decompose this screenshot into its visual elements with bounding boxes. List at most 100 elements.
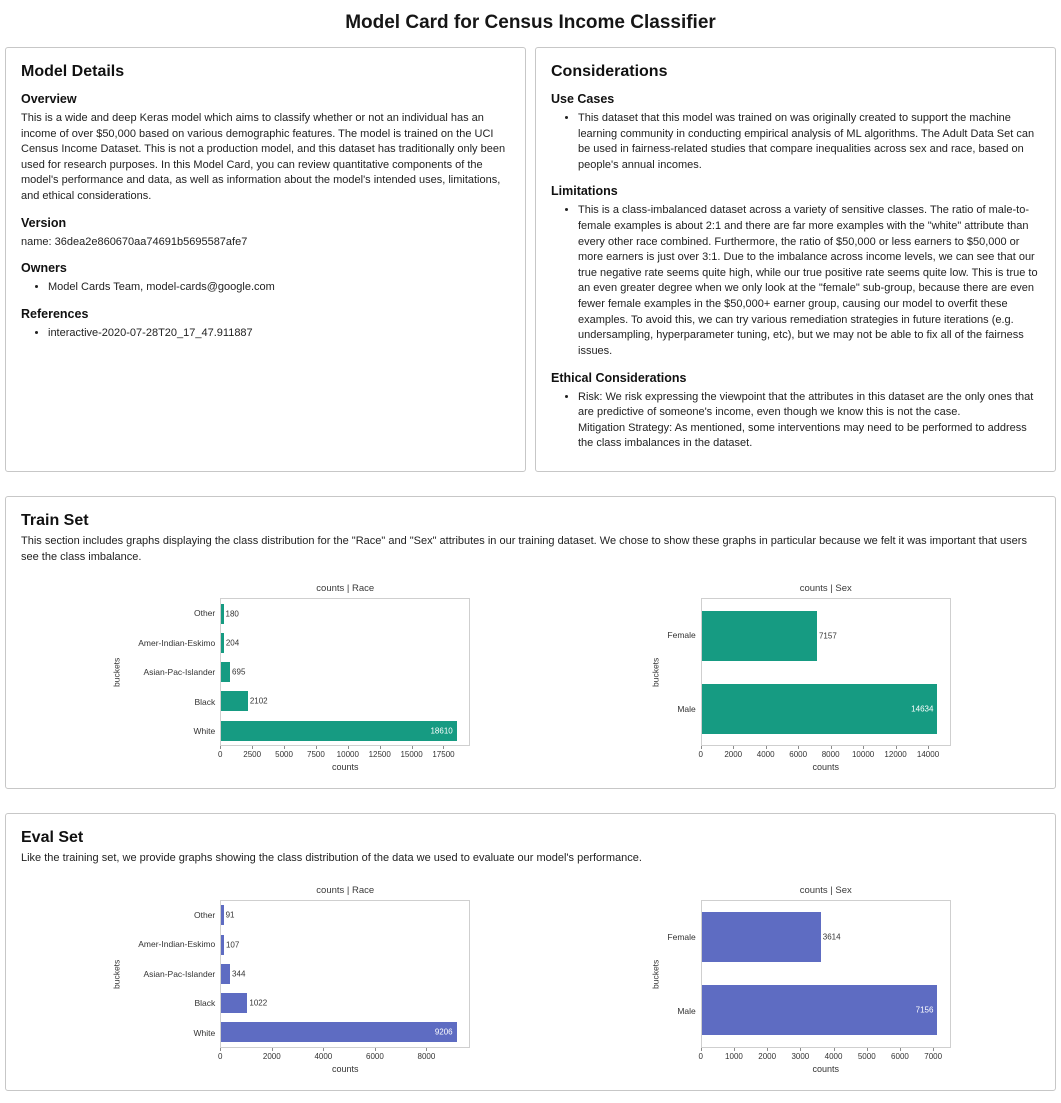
- x-axis-ticks: 0 2500 5000 7500 10000 12500 15000 17500: [218, 746, 470, 761]
- bar-value-label: 695: [232, 667, 246, 677]
- overview-text: This is a wide and deep Keras model whic…: [21, 112, 506, 203]
- eval-set-card: Eval Set Like the training set, we provi…: [5, 813, 1056, 1091]
- references-list: interactive-2020-07-28T20_17_47.911887: [21, 326, 510, 342]
- chart-title: counts | Race: [316, 583, 375, 595]
- x-tick-label: 4000: [314, 1051, 333, 1061]
- bar-row: 2102: [221, 687, 469, 716]
- x-tick-label: 8000: [821, 750, 840, 760]
- x-tick-label: 0: [218, 750, 223, 760]
- x-tick-mark: [895, 746, 897, 750]
- version-text: name: 36dea2e860670aa74691b5695587afe7: [21, 235, 248, 248]
- category-label: White: [193, 1027, 216, 1038]
- x-tick-label: 2000: [262, 1051, 281, 1061]
- x-tick-label: 0: [218, 1051, 223, 1061]
- ethical-item: Risk: We risk expressing the viewpoint t…: [578, 390, 1040, 452]
- x-tick-mark: [765, 746, 767, 750]
- category-axis: Other Amer-Indian-Eskimo Asian-Pac-Islande…: [123, 598, 220, 746]
- plot-area: 3614 7156: [700, 899, 951, 1048]
- chart-title: counts | Sex: [799, 884, 852, 896]
- reference-item: interactive-2020-07-28T20_17_47.911887: [48, 326, 510, 342]
- x-tick-mark: [767, 1047, 769, 1051]
- x-tick-mark: [733, 1047, 735, 1051]
- bar-male: 7156: [701, 985, 938, 1036]
- x-tick-label: 17500: [432, 750, 455, 760]
- owners-heading: Owners: [21, 261, 67, 276]
- bar-row: 180: [221, 599, 469, 628]
- bar-value-label: 14634: [911, 704, 934, 714]
- y-axis-label: buckets: [650, 657, 661, 687]
- x-tick-label: 0: [698, 750, 703, 760]
- x-axis-label: counts: [812, 762, 840, 773]
- x-tick-label: 2500: [243, 750, 262, 760]
- x-tick-label: 4000: [824, 1051, 843, 1061]
- limitation-item: This is a class-imbalanced dataset acros…: [578, 203, 1040, 359]
- bar-black: 1022: [221, 993, 267, 1013]
- x-axis-ticks: 0 1000 2000 3000 4000 5000 6000 7000: [699, 1047, 951, 1063]
- x-tick-mark: [863, 746, 865, 750]
- chart-body: buckets Other Amer-Indian-Eskimo Asian-Pac-…: [110, 598, 471, 747]
- references-heading: References: [21, 306, 89, 321]
- category-label: Female: [667, 931, 696, 942]
- chart-title: counts | Race: [316, 884, 375, 896]
- bar-row: 9206: [221, 1018, 469, 1047]
- bar-value-label: 3614: [822, 932, 841, 942]
- limitations-list: This is a class-imbalanced dataset acros…: [551, 203, 1040, 359]
- x-tick-label: 10000: [851, 750, 875, 760]
- chart-body: buckets Female Male 3614 7156: [649, 899, 951, 1048]
- x-tick-mark: [379, 746, 381, 750]
- category-label: Black: [194, 998, 216, 1009]
- bar-black: 2102: [221, 691, 268, 712]
- bar-row: 695: [221, 658, 469, 687]
- x-tick-mark: [220, 1047, 222, 1051]
- category-label: Female: [667, 630, 696, 641]
- x-tick-label: 6000: [789, 750, 808, 760]
- x-tick-label: 8000: [417, 1051, 436, 1061]
- x-tick-label: 15000: [400, 750, 423, 760]
- category-label: Other: [193, 607, 216, 618]
- train-set-description: This section includes graphs displaying …: [21, 534, 1027, 563]
- bar-amer-indian-eskimo: 204: [221, 633, 239, 653]
- eval-charts-row: counts | Race buckets Other Amer-Indian-Esk…: [21, 885, 1040, 1074]
- train-set-heading: Train Set: [21, 511, 89, 529]
- x-tick-mark: [798, 746, 800, 750]
- ethical-considerations-heading: Ethical Considerations: [551, 370, 687, 385]
- x-tick-mark: [284, 746, 286, 750]
- bar-row: 1022: [221, 988, 469, 1017]
- category-label: Amer-Indian-Eskimo: [138, 637, 216, 648]
- limitations-heading: Limitations: [551, 184, 618, 199]
- y-axis-label: buckets: [111, 959, 122, 989]
- train-race-distribution-chart: counts | Race buckets Other Amer-Indian-Esk…: [110, 583, 471, 772]
- x-tick-mark: [315, 746, 317, 750]
- plot-area: 91 107 344 1022 9206: [220, 899, 471, 1048]
- bar-row: 7156: [701, 974, 950, 1047]
- x-tick-mark: [271, 1047, 273, 1051]
- category-label: Black: [194, 696, 216, 707]
- bar-value-label: 2102: [249, 696, 268, 706]
- x-tick-mark: [933, 1047, 935, 1051]
- page-title: Model Card for Census Income Classifier: [345, 12, 716, 33]
- x-tick-label: 12000: [884, 750, 907, 760]
- chart-title: counts | Sex: [799, 583, 852, 595]
- model-details-card: Model Details Overview This is a wide an…: [5, 47, 526, 472]
- bar-value-label: 9206: [434, 1027, 453, 1037]
- bar-male: 14634: [701, 683, 938, 734]
- bar-asian-pac-islander: 695: [221, 662, 245, 683]
- owners-list: Model Cards Team, model-cards@google.com: [21, 280, 510, 296]
- plot-area: 180 204 695 2102 18610: [220, 598, 471, 747]
- bar-value-label: 107: [225, 940, 240, 950]
- x-tick-mark: [866, 1047, 868, 1051]
- category-label: Asian-Pac-Islander: [143, 968, 216, 979]
- eval-set-heading: Eval Set: [21, 829, 84, 847]
- bar-value-label: 7156: [915, 1005, 934, 1015]
- x-tick-label: 14000: [916, 750, 940, 760]
- x-tick-label: 5000: [857, 1051, 876, 1061]
- plot-area: 7157 14634: [700, 598, 951, 747]
- x-tick-label: 6000: [365, 1051, 384, 1061]
- y-axis-label: buckets: [111, 657, 122, 687]
- x-tick-label: 4000: [756, 750, 775, 760]
- x-tick-label: 12500: [368, 750, 391, 760]
- bar-row: 107: [221, 930, 469, 959]
- x-tick-mark: [830, 746, 832, 750]
- x-tick-mark: [833, 1047, 835, 1051]
